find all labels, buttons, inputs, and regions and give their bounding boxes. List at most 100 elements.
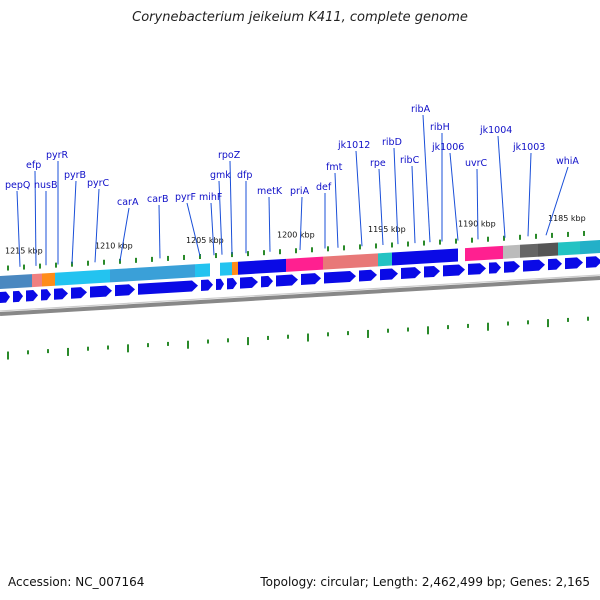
cds-arrow (586, 256, 600, 268)
scale-label: 1195 kbp (368, 225, 406, 234)
cds-arrow (261, 275, 273, 288)
cds-arrow (401, 267, 421, 279)
cds-arrow (26, 290, 38, 302)
leader-line (210, 202, 215, 256)
gene-label: ribC (400, 155, 420, 166)
cds-arrow (523, 259, 545, 272)
cds-arrow (324, 271, 356, 284)
cds-arrow (115, 284, 135, 297)
gene-label: mihF (199, 192, 222, 203)
gene-label: priA (290, 186, 310, 197)
cog-category-band (0, 240, 600, 289)
gene-label: metK (257, 186, 283, 197)
gene-label: jk1006 (431, 142, 464, 153)
leader-line (299, 196, 303, 251)
leader-line (422, 114, 431, 243)
gene-label: efp (26, 160, 41, 171)
scale-label: 1210 kbp (95, 241, 133, 250)
cds-arrow (489, 262, 501, 274)
cds-arrow (240, 276, 258, 289)
gene-label: gmk (210, 170, 231, 181)
leader-line (268, 196, 271, 252)
cds-arrow (0, 291, 10, 303)
cog-segment (195, 263, 210, 278)
cog-segment (220, 262, 232, 276)
cog-segment (538, 242, 558, 257)
gc-skew-ticks-inner (7, 316, 589, 360)
cog-segment (520, 243, 538, 258)
scale-label: 1185 kbp (548, 214, 586, 223)
gene-label: rpe (370, 158, 386, 169)
gene-label: carB (147, 194, 168, 205)
cds-arrow (71, 287, 87, 299)
cog-segment (558, 241, 580, 256)
gene-label: def (316, 182, 332, 193)
cds-arrow (227, 278, 237, 290)
cds-arrow (41, 289, 51, 301)
leader-line (186, 202, 201, 257)
gene-label: carA (117, 197, 139, 208)
cds-arrow (13, 290, 23, 303)
cog-segment (503, 244, 520, 259)
backbone-line (0, 276, 600, 316)
leader-line (378, 168, 384, 246)
cog-segment (378, 252, 392, 267)
cog-segment (238, 258, 286, 275)
scale-label: 1190 kbp (458, 220, 496, 229)
cds-arrow (504, 261, 520, 273)
leader-line (71, 180, 77, 264)
backbone-ring (0, 274, 600, 316)
gene-label: pepQ (5, 180, 30, 191)
cog-segment (392, 248, 458, 266)
gene-label: rpoZ (218, 150, 241, 161)
gene-label: ribD (382, 137, 402, 148)
cds-arrow (565, 257, 583, 270)
cog-segment (580, 240, 600, 255)
scale-labels: 1215 kbp 1210 kbp 1205 kbp 1200 kbp 1195 kbp… (5, 214, 586, 256)
gene-label: pyrR (46, 150, 69, 161)
leader-line (16, 190, 21, 267)
cog-segment (232, 261, 238, 276)
cds-arrow (380, 268, 398, 281)
scale-label: 1200 kbp (277, 230, 315, 239)
gene-label: fmt (326, 162, 343, 173)
leader-line (411, 165, 416, 244)
cog-segment (110, 264, 195, 283)
cog-segment (286, 256, 323, 272)
cog-segment (55, 269, 110, 286)
cds-arrow (201, 279, 213, 291)
cds-arrow (359, 269, 377, 282)
cog-segment (323, 253, 378, 270)
scale-label: 1215 kbp (5, 247, 43, 256)
accession-label: Accession: NC_007164 (8, 575, 145, 589)
genome-summary: Topology: circular; Length: 2,462,499 bp… (260, 575, 590, 589)
map-title: Corynebacterium jeikeium K411, complete … (132, 10, 468, 25)
leader-line (94, 188, 100, 263)
cds-arrow (548, 258, 562, 271)
cds-arrow (468, 263, 486, 275)
gene-label: jk1012 (337, 140, 370, 151)
gene-label: ribH (430, 122, 450, 133)
cog-segment (465, 245, 503, 262)
leader-line (476, 168, 479, 240)
leader-line (218, 180, 223, 255)
gene-label-leaders (16, 114, 569, 267)
leader-line (527, 152, 532, 237)
leader-line (497, 135, 506, 238)
gene-label: nusB (34, 180, 58, 191)
cds-arrow (443, 264, 465, 277)
gene-label: uvrC (465, 158, 488, 169)
cds-arrow (216, 278, 224, 291)
cds-arrow (424, 265, 440, 278)
leader-line (355, 150, 363, 247)
cds-arrow (54, 288, 68, 300)
gene-label: jk1004 (479, 125, 512, 136)
leader-line (119, 207, 130, 261)
cog-segment (32, 273, 42, 288)
gene-label: whiA (556, 156, 579, 167)
cds-arrow (276, 274, 298, 287)
leader-line (334, 172, 339, 248)
gene-label: pyrB (64, 170, 86, 181)
